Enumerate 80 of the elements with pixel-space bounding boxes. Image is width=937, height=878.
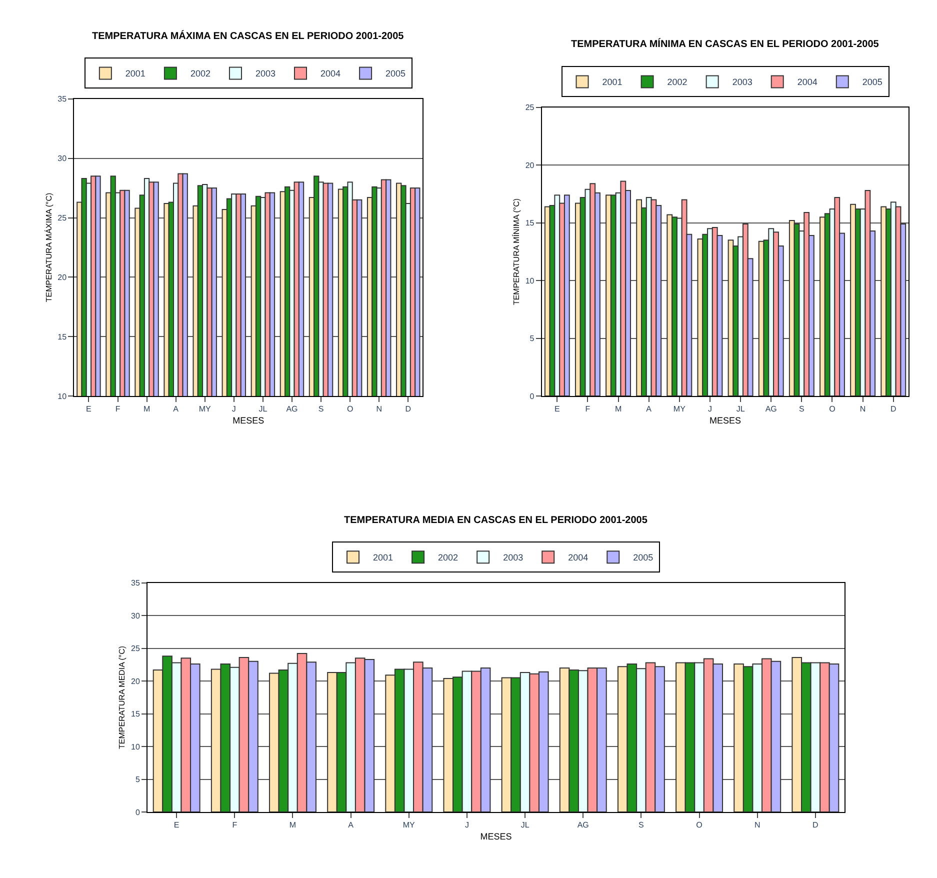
x-tick-label: O <box>346 404 354 414</box>
x-tick-label: J <box>708 404 712 414</box>
x-tick-label: E <box>174 820 180 830</box>
legend-label: 2001 <box>125 68 146 79</box>
y-tick-label: 35 <box>131 578 140 588</box>
y-tick-label: 0 <box>135 808 140 817</box>
legend-label: 2003 <box>503 552 524 563</box>
y-tick-label: 10 <box>525 276 535 286</box>
x-axis-title: MESES <box>480 831 512 842</box>
x-tick-label: F <box>115 404 120 414</box>
y-tick-label: 5 <box>530 334 535 344</box>
x-tick-label: AG <box>286 404 298 414</box>
x-tick-label: M <box>143 404 150 414</box>
x-tick-label: O <box>829 404 836 414</box>
x-tick-label: AG <box>577 820 589 830</box>
x-tick-label: MY <box>673 404 686 414</box>
y-tick-label: 20 <box>525 160 535 170</box>
x-tick-label: D <box>812 820 819 830</box>
legend-label: 2001 <box>373 552 394 563</box>
y-axis-title: TEMPERATURA MEDIA (°C) <box>118 646 127 749</box>
x-tick-label: E <box>554 404 560 414</box>
x-tick-label: F <box>585 404 590 414</box>
x-tick-label: M <box>614 404 622 414</box>
x-tick-label: F <box>232 820 238 830</box>
y-tick-label: 30 <box>131 611 140 620</box>
x-tick-label: J <box>464 820 469 830</box>
x-tick-label: JL <box>258 404 268 414</box>
chart-title: TEMPERATURA MÍNIMA EN CASCAS EN EL PERIODO 2001-2005 <box>571 38 880 50</box>
legend-label: 2001 <box>602 77 622 88</box>
y-tick-label: 5 <box>135 775 140 784</box>
y-tick-label: 15 <box>58 332 68 342</box>
y-tick-label: 30 <box>58 154 68 164</box>
x-tick-label: JL <box>736 404 746 414</box>
legend-label: 2002 <box>667 77 688 88</box>
x-tick-label: MY <box>198 404 212 414</box>
x-tick-label: J <box>232 404 236 414</box>
x-tick-label: N <box>754 820 760 830</box>
y-axis-title: TEMPERATURA MÁXIMA (°C) <box>44 192 54 302</box>
y-tick-label: 10 <box>58 392 68 401</box>
x-tick-label: N <box>860 404 866 414</box>
x-tick-label: A <box>348 820 354 830</box>
y-tick-label: 0 <box>530 392 535 401</box>
y-tick-label: 25 <box>58 214 68 223</box>
legend-label: 2003 <box>732 77 752 88</box>
x-tick-label: S <box>638 820 644 830</box>
x-tick-label: JL <box>520 820 530 830</box>
x-tick-label: S <box>318 404 324 414</box>
y-tick-label: 15 <box>525 218 535 228</box>
legend-label: 2005 <box>633 552 654 563</box>
y-tick-label: 25 <box>525 103 535 112</box>
x-axis-title: MESES <box>710 415 742 426</box>
legend-label: 2004 <box>568 552 588 563</box>
legend-label: 2002 <box>190 68 210 79</box>
x-tick-label: O <box>696 820 702 830</box>
x-tick-label: AG <box>765 404 777 414</box>
y-tick-label: 10 <box>131 742 140 752</box>
x-tick-label: A <box>173 404 180 414</box>
y-tick-label: 15 <box>131 710 140 719</box>
x-axis-title: MESES <box>232 415 264 426</box>
x-tick-label: N <box>376 404 382 414</box>
legend-label: 2002 <box>438 552 458 563</box>
x-tick-label: MY <box>402 820 416 830</box>
x-tick-label: M <box>289 820 296 830</box>
x-tick-label: E <box>86 404 92 414</box>
legend-label: 2004 <box>797 77 818 88</box>
legend-label: 2003 <box>255 68 276 79</box>
legend-label: 2005 <box>386 68 406 79</box>
chart-title: TEMPERATURA MÁXIMA EN CASCAS EN EL PERIODO 2001-2005 <box>92 30 404 42</box>
x-tick-label: S <box>799 404 804 414</box>
legend-label: 2005 <box>862 77 882 88</box>
x-tick-label: A <box>646 404 652 414</box>
x-tick-label: D <box>405 404 412 414</box>
y-tick-label: 20 <box>131 676 140 686</box>
y-tick-label: 35 <box>58 94 68 104</box>
legend-label: 2004 <box>320 68 341 79</box>
y-tick-label: 25 <box>131 644 140 654</box>
chart-title: TEMPERATURA MEDIA EN CASCAS EN EL PERIODO 2001-2005 <box>344 515 648 526</box>
y-axis-title: TEMPERATURA MÍNIMA (°C) <box>512 198 522 306</box>
x-tick-label: D <box>890 404 896 414</box>
y-tick-label: 20 <box>58 272 68 282</box>
